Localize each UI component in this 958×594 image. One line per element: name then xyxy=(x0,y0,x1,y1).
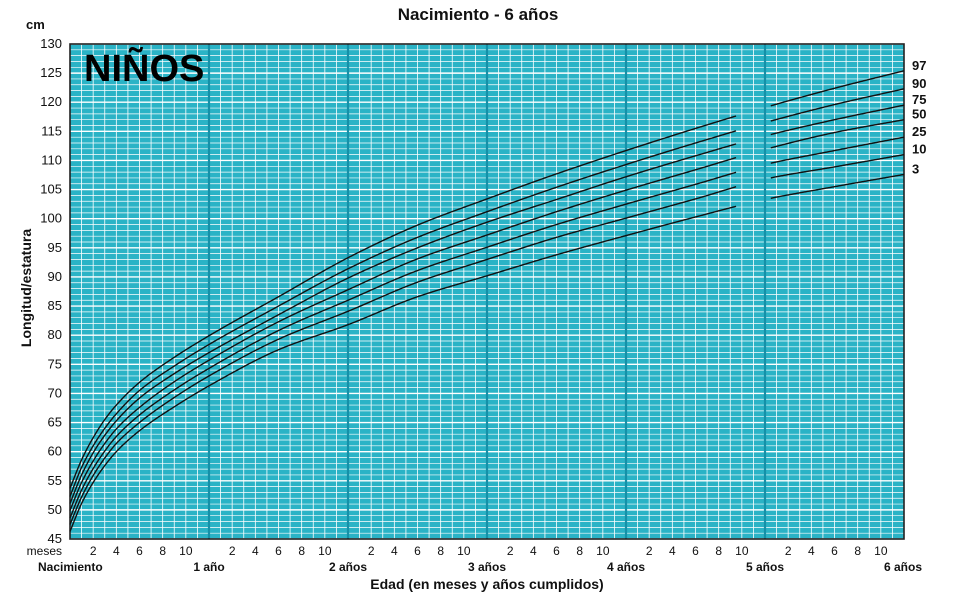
percentile-curve-90 xyxy=(69,88,905,497)
y-axis-ticks: 45 50 55 60 65 70 75 80 85 90 95 100 105 110 115 120 125… xyxy=(40,36,62,546)
percentile-curve-10 xyxy=(69,153,905,525)
year-label: 4 años xyxy=(607,560,645,574)
x-tick-label: 8 xyxy=(298,544,305,558)
y-tick-label: 65 xyxy=(48,415,62,430)
y-tick-label: 115 xyxy=(41,123,62,138)
x-tick-label: 2 xyxy=(90,544,97,558)
percentile-label-10: 10 xyxy=(912,142,926,157)
percentile-label-50: 50 xyxy=(912,107,926,122)
percentile-curve-75 xyxy=(69,104,905,504)
x-tick-label: 2 xyxy=(229,544,236,558)
percentile-label-75: 75 xyxy=(912,92,926,107)
x-tick-label: 6 xyxy=(275,544,282,558)
percentile-curve-segment xyxy=(69,171,737,519)
percentile-curve-segment xyxy=(770,88,905,122)
percentile-curve-25 xyxy=(69,136,905,519)
y-tick-label: 110 xyxy=(41,152,62,167)
x-tick-label: 8 xyxy=(854,544,861,558)
plot-frame xyxy=(69,43,905,540)
percentile-curve-segment xyxy=(770,173,905,199)
year-label: Nacimiento xyxy=(38,560,103,574)
percentile-curve-segment xyxy=(69,205,737,532)
percentile-label-25: 25 xyxy=(912,124,926,139)
chart-title: Nacimiento - 6 años xyxy=(398,5,559,24)
percentile-curve-segment xyxy=(69,130,737,497)
x-tick-label: 10 xyxy=(874,544,888,558)
x-tick-label: 10 xyxy=(735,544,749,558)
x-tick-label: 10 xyxy=(596,544,610,558)
x-tick-label: 4 xyxy=(391,544,398,558)
plot-area xyxy=(69,43,905,540)
x-tick-label: 6 xyxy=(831,544,838,558)
percentile-curve-segment xyxy=(69,156,737,511)
x-axis-label: Edad (en meses y años cumplidos) xyxy=(370,576,603,592)
x-tick-label: 6 xyxy=(553,544,560,558)
year-label: 5 años xyxy=(746,560,784,574)
x-tick-label: 2 xyxy=(507,544,514,558)
y-tick-label: 85 xyxy=(48,298,62,313)
y-tick-label: 70 xyxy=(48,385,62,400)
y-tick-label: 50 xyxy=(48,502,62,517)
x-tick-label: 8 xyxy=(715,544,722,558)
y-tick-label: 45 xyxy=(48,531,62,546)
year-label: 1 año xyxy=(193,560,224,574)
y-tick-label: 120 xyxy=(40,94,62,109)
percentile-curve-segment xyxy=(770,136,905,164)
y-tick-label: 80 xyxy=(48,327,62,342)
x-tick-label: 4 xyxy=(113,544,120,558)
percentile-curve-segment xyxy=(770,70,905,107)
year-label: 6 años xyxy=(884,560,922,574)
percentile-curve-50 xyxy=(69,119,905,511)
percentile-label-97: 97 xyxy=(912,58,926,73)
x-tick-label: 6 xyxy=(136,544,143,558)
y-tick-label: 60 xyxy=(48,444,62,459)
x-axis-ticks: 2 4 6 8 10 2 4 6 8 10 2 4 6 8 10 2 4 6 8 10 2 4 6 8 10 2 4 6 8 10 xyxy=(90,544,888,558)
months-axis-prefix: meses xyxy=(27,544,62,558)
y-tick-label: 95 xyxy=(48,240,62,255)
x-tick-label: 8 xyxy=(576,544,583,558)
chart-badge: NIÑOS xyxy=(84,46,204,90)
x-tick-label: 4 xyxy=(252,544,259,558)
x-tick-label: 4 xyxy=(530,544,537,558)
y-tick-label: 90 xyxy=(48,269,62,284)
percentile-curve-segment xyxy=(69,115,737,489)
x-tick-label: 10 xyxy=(457,544,471,558)
x-tick-label: 4 xyxy=(808,544,815,558)
percentile-curve-segment xyxy=(69,143,737,504)
year-labels: Nacimiento 1 año 2 años 3 años 4 años 5 años 6… xyxy=(38,560,922,574)
y-tick-label: 100 xyxy=(40,211,62,226)
x-tick-label: 10 xyxy=(318,544,332,558)
x-tick-label: 4 xyxy=(669,544,676,558)
percentile-label-90: 90 xyxy=(912,76,926,91)
y-tick-label: 75 xyxy=(48,356,62,371)
y-tick-label: 55 xyxy=(48,473,62,488)
percentile-curve-segment xyxy=(770,104,905,136)
y-tick-label: 130 xyxy=(40,36,62,51)
percentile-curve-segment xyxy=(770,153,905,179)
x-tick-label: 10 xyxy=(179,544,193,558)
x-tick-label: 2 xyxy=(368,544,375,558)
y-unit-label: cm xyxy=(26,17,45,32)
y-tick-label: 125 xyxy=(40,65,62,80)
year-label: 3 años xyxy=(468,560,506,574)
y-axis-label: Longitud/estatura xyxy=(18,229,34,347)
x-tick-label: 2 xyxy=(785,544,792,558)
x-tick-label: 8 xyxy=(159,544,166,558)
percentile-curve-97 xyxy=(69,70,905,489)
year-label: 2 años xyxy=(329,560,367,574)
x-tick-label: 6 xyxy=(414,544,421,558)
x-tick-label: 6 xyxy=(692,544,699,558)
y-tick-label: 105 xyxy=(40,182,62,197)
x-tick-label: 2 xyxy=(646,544,653,558)
percentile-curve-3 xyxy=(69,173,905,532)
percentile-curve-segment xyxy=(770,119,905,149)
x-tick-label: 8 xyxy=(437,544,444,558)
percentile-curve-segment xyxy=(69,186,737,525)
percentile-label-3: 3 xyxy=(912,161,919,176)
